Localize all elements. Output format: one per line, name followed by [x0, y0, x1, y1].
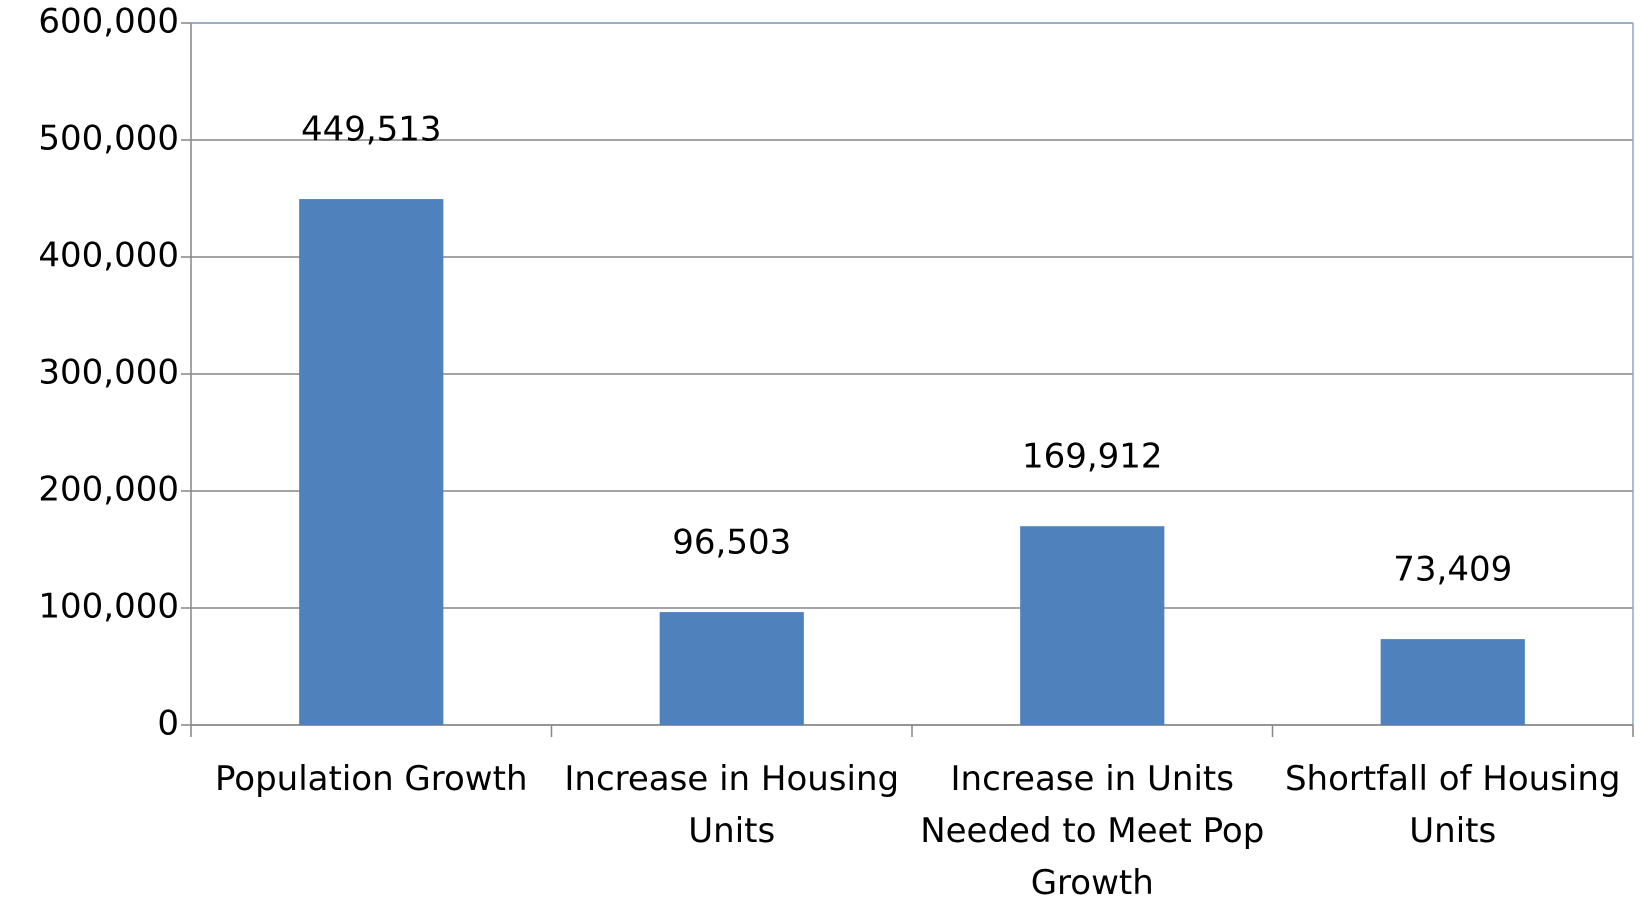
y-tick-label: 300,000 — [38, 353, 179, 393]
x-tick-label: Increase in Housing Units — [564, 759, 900, 851]
y-tick-label: 100,000 — [38, 587, 179, 627]
y-tick-label: 500,000 — [38, 119, 179, 159]
data-label: 169,912 — [1022, 437, 1163, 477]
y-tick-label: 600,000 — [38, 2, 179, 42]
data-label: 449,513 — [301, 110, 442, 150]
data-label: 96,503 — [672, 523, 791, 563]
bar — [299, 199, 444, 725]
bar — [659, 612, 804, 725]
y-tick-label: 0 — [157, 704, 179, 744]
y-tick-label: 400,000 — [38, 236, 179, 276]
y-tick-label: 200,000 — [38, 470, 179, 510]
bar — [1020, 526, 1165, 725]
bar — [1380, 639, 1525, 725]
x-tick-label: Shortfall of Housing Units — [1284, 759, 1621, 851]
x-tick-label: Increase in Units Needed to Meet Pop Gro… — [920, 759, 1265, 903]
x-tick-label: Population Growth — [214, 759, 528, 799]
data-label: 73,409 — [1393, 550, 1512, 590]
